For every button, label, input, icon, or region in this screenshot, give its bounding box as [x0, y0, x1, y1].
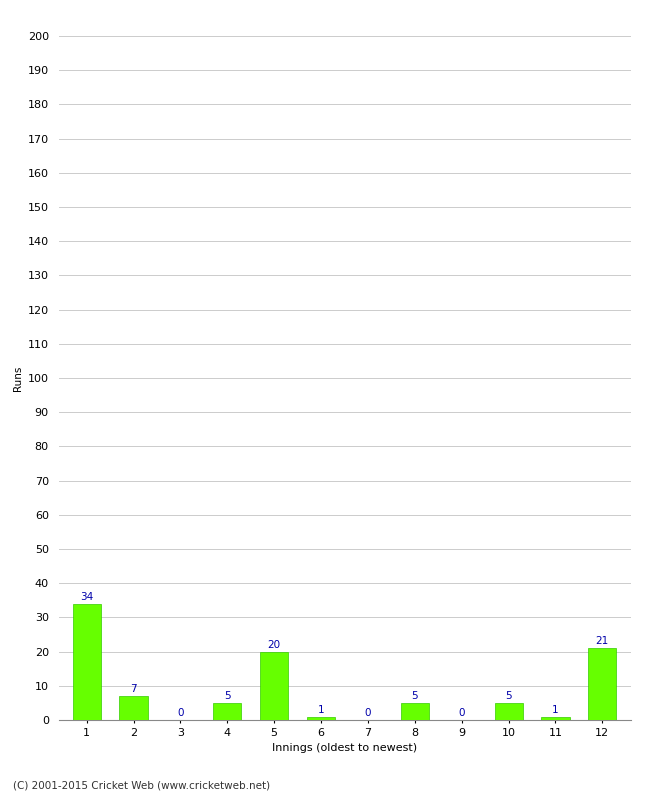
- Bar: [495, 703, 523, 720]
- Text: (C) 2001-2015 Cricket Web (www.cricketweb.net): (C) 2001-2015 Cricket Web (www.cricketwe…: [13, 781, 270, 790]
- Text: 34: 34: [80, 592, 93, 602]
- Text: 7: 7: [130, 684, 137, 694]
- Text: 20: 20: [268, 640, 281, 650]
- Text: 21: 21: [596, 637, 609, 646]
- Text: 0: 0: [365, 708, 371, 718]
- Bar: [73, 604, 101, 720]
- Text: 0: 0: [458, 708, 465, 718]
- Text: 1: 1: [318, 705, 324, 715]
- Text: 1: 1: [552, 705, 559, 715]
- X-axis label: Innings (oldest to newest): Innings (oldest to newest): [272, 743, 417, 753]
- Text: 0: 0: [177, 708, 184, 718]
- Bar: [588, 648, 616, 720]
- Bar: [120, 696, 148, 720]
- Bar: [213, 703, 241, 720]
- Bar: [401, 703, 429, 720]
- Bar: [541, 717, 569, 720]
- Text: 5: 5: [224, 691, 231, 701]
- Bar: [260, 651, 288, 720]
- Bar: [307, 717, 335, 720]
- Y-axis label: Runs: Runs: [14, 366, 23, 390]
- Text: 5: 5: [411, 691, 418, 701]
- Text: 5: 5: [505, 691, 512, 701]
